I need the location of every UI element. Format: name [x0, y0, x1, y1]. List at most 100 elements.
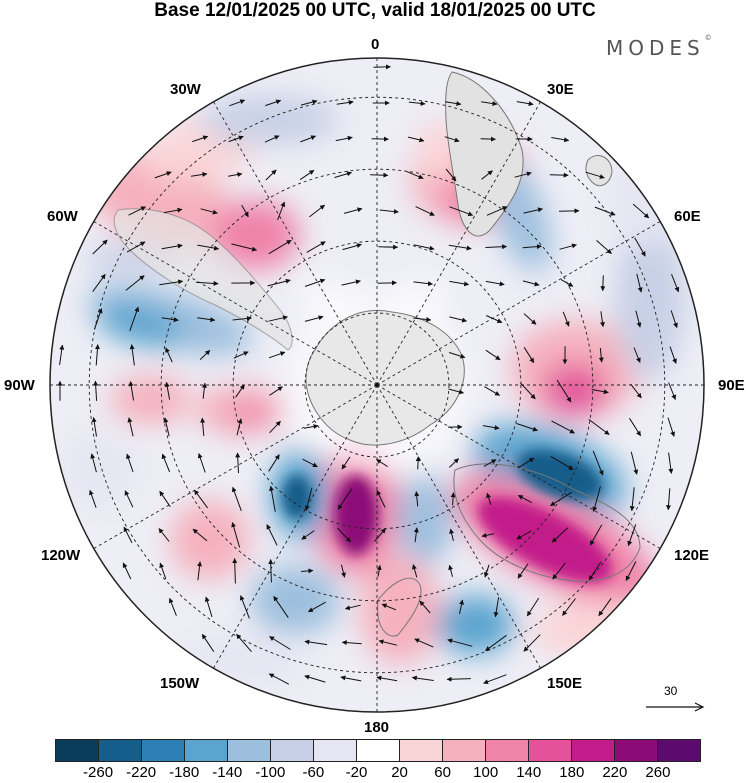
wind-arrow: [594, 206, 616, 216]
wind-arrow: [668, 452, 674, 474]
wind-arrow: [273, 595, 289, 618]
wind-arrow: [268, 351, 286, 359]
wind-arrow: [232, 558, 238, 584]
wind-arrow: [164, 381, 171, 400]
wind-arrow: [200, 417, 206, 436]
wind-arrow: [598, 347, 604, 363]
wind-arrow: [302, 458, 318, 468]
wind-arrow: [414, 491, 420, 507]
wind-arrow: [634, 237, 646, 257]
colorbar-swatch: [228, 740, 271, 761]
wind-arrow: [485, 634, 507, 652]
wind-arrow: [161, 453, 171, 473]
anomaly-blob: [477, 496, 613, 584]
colorbar-swatch: [572, 740, 615, 761]
wind-arrow: [300, 99, 318, 106]
wind-arrow: [269, 636, 291, 650]
wind-arrow: [413, 244, 435, 251]
wind-arrow: [264, 135, 280, 143]
wind-arrow: [241, 204, 249, 218]
map-title: Base 12/01/2025 00 UTC, valid 18/01/2025…: [154, 0, 596, 21]
wind-arrow: [483, 459, 497, 467]
wind-arrow: [159, 279, 184, 286]
wind-arrow: [599, 311, 605, 328]
meridian-line: [376, 384, 541, 669]
wind-arrow: [635, 310, 642, 328]
wind-arrow: [268, 559, 274, 583]
wind-arrow: [516, 530, 532, 540]
lon-label-30w: 30W: [170, 81, 201, 98]
anomaly-blob: [517, 449, 603, 501]
wind-arrow: [92, 239, 108, 255]
wind-arrow: [448, 388, 464, 395]
wind-arrow: [204, 596, 213, 618]
wind-arrow: [589, 524, 603, 546]
colorbar-swatch: [658, 740, 700, 761]
wind-arrow: [265, 169, 277, 181]
anomaly-blob: [435, 595, 515, 655]
wind-arrow: [94, 344, 100, 366]
africa: [445, 71, 524, 237]
wind-arrow: [413, 527, 419, 543]
wind-arrow: [301, 568, 314, 574]
wind-arrow: [667, 417, 676, 437]
wind-arrow: [671, 274, 680, 293]
wind-arrow: [522, 244, 542, 250]
wind-arrow: [379, 209, 399, 215]
wind-arrow: [93, 380, 99, 401]
wind-arrow: [128, 206, 146, 216]
anomaly-blob: [60, 430, 140, 510]
reference-vector-label: 30: [664, 684, 678, 698]
wind-arrow: [268, 315, 288, 322]
meridian-line: [93, 221, 378, 386]
anomaly-blob: [200, 95, 340, 145]
wind-arrow: [412, 564, 418, 578]
wind-arrow: [269, 420, 281, 434]
colorbar-tick-label: -220: [126, 764, 157, 781]
wind-vectors: [57, 64, 680, 685]
wind-arrow: [549, 172, 569, 178]
lon-label-60e: 60E: [674, 208, 701, 225]
colorbar-tick-label: -100: [255, 764, 286, 781]
wind-arrow: [163, 207, 183, 214]
colorbar-tick-label: -140: [212, 764, 243, 781]
wind-arrow: [201, 633, 215, 652]
wind-arrow: [632, 203, 650, 219]
wind-arrow: [337, 527, 351, 543]
lon-label-90w: 90W: [4, 377, 35, 394]
wind-arrow: [304, 487, 313, 511]
wind-arrow: [377, 280, 397, 286]
wind-arrow: [128, 381, 135, 401]
wind-arrow: [485, 280, 505, 287]
colorbar-swatch: [615, 740, 658, 761]
colorbar-tick-label: -260: [83, 764, 114, 781]
wind-arrow: [197, 453, 206, 473]
wind-arrow: [235, 384, 245, 398]
wind-arrow: [483, 674, 507, 685]
anomaly-blob: [232, 401, 268, 429]
wind-arrow: [596, 240, 612, 254]
meridian-line: [213, 384, 378, 669]
wind-arrow: [159, 490, 171, 508]
colorbar-swatch: [99, 740, 142, 761]
wind-arrow: [551, 137, 570, 143]
wind-arrow: [481, 101, 498, 106]
wind-arrow: [562, 311, 570, 327]
wind-arrow: [233, 351, 249, 359]
wind-arrow: [268, 454, 280, 472]
wind-arrow: [232, 315, 252, 321]
colorbar-swatch: [142, 740, 185, 761]
wind-arrow: [335, 135, 353, 142]
wind-arrow: [376, 490, 386, 508]
wind-arrow: [231, 243, 258, 252]
wind-arrow: [523, 634, 541, 652]
wind-arrow: [445, 101, 462, 107]
wind-arrow: [592, 486, 601, 512]
wind-arrow: [124, 490, 134, 508]
wind-arrow: [90, 453, 97, 473]
anomaly-cores: [282, 449, 613, 584]
wind-arrow: [340, 564, 346, 578]
wind-arrow: [161, 317, 179, 323]
wind-arrow: [341, 279, 361, 286]
